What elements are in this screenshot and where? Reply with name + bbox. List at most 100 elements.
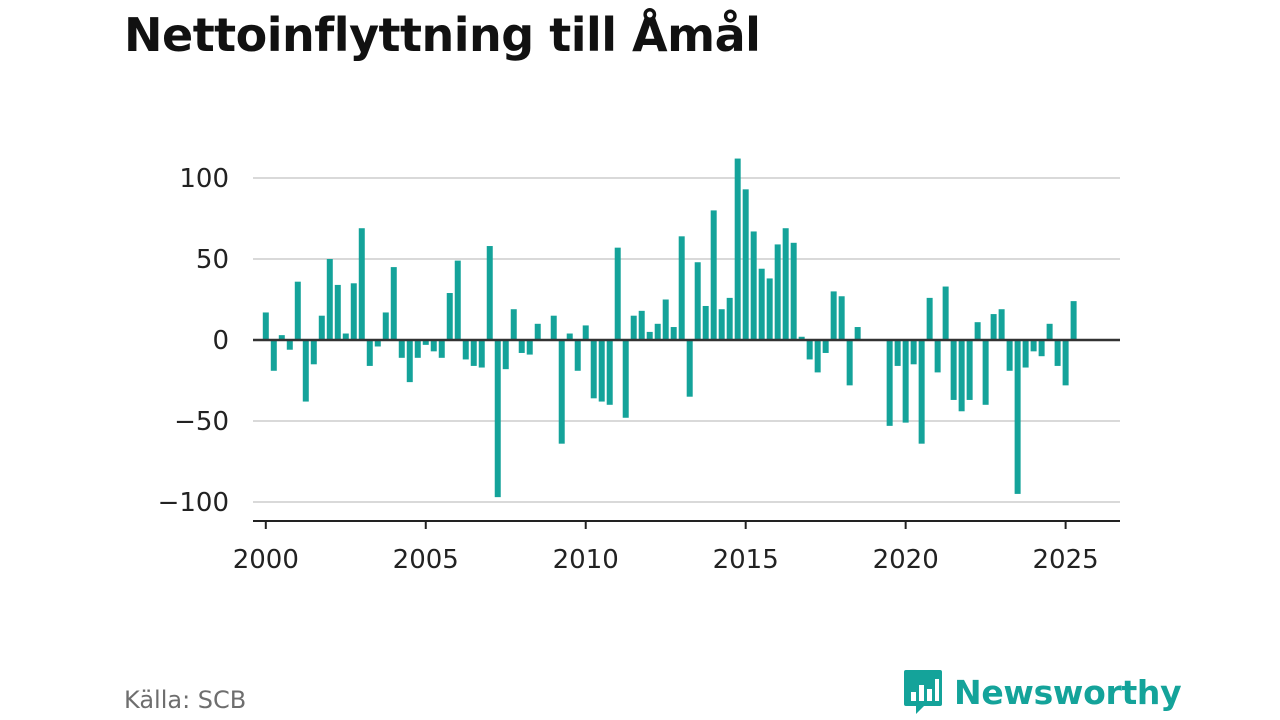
bar — [838, 296, 845, 340]
bar — [830, 291, 837, 340]
bar — [918, 340, 925, 444]
bar — [614, 247, 621, 340]
bar — [942, 286, 949, 340]
x-tick-label: 2015 — [713, 545, 779, 575]
bar — [590, 340, 597, 399]
y-tick-label: 100 — [179, 164, 229, 194]
bar — [294, 281, 301, 340]
bar — [958, 340, 965, 412]
bar — [654, 323, 661, 340]
brand-name: Newsworthy — [954, 672, 1182, 712]
bar — [470, 340, 477, 366]
bar — [478, 340, 485, 368]
bars — [262, 158, 1077, 498]
brand-logo[interactable]: Newsworthy — [902, 668, 1182, 716]
x-tick-label: 2010 — [553, 545, 619, 575]
y-axis-labels: 100 50 0 −50 −100 — [158, 164, 229, 518]
bar — [350, 283, 357, 340]
x-tick-label: 2005 — [393, 545, 459, 575]
x-tick-label: 2000 — [233, 545, 299, 575]
bar — [270, 340, 277, 371]
bar — [566, 333, 573, 340]
bar — [670, 327, 677, 340]
bar — [982, 340, 989, 405]
bar — [798, 336, 805, 340]
bar — [750, 231, 757, 340]
bar — [494, 340, 501, 498]
bar — [790, 242, 797, 340]
y-tick-label: 0 — [212, 326, 229, 356]
bar — [430, 340, 437, 352]
bar — [302, 340, 309, 402]
bar — [990, 314, 997, 340]
bar — [438, 340, 445, 358]
bar — [486, 246, 493, 340]
bar — [1054, 340, 1061, 366]
y-tick-label: −50 — [174, 407, 229, 437]
x-axis: 2000 2005 2010 2015 2020 2025 — [233, 520, 1120, 575]
bar — [894, 340, 901, 366]
bar — [1062, 340, 1069, 386]
x-tick-label: 2025 — [1033, 545, 1099, 575]
bar — [534, 323, 541, 340]
bar — [1038, 340, 1045, 357]
bar — [686, 340, 693, 397]
bar — [622, 340, 629, 418]
bar — [758, 268, 765, 340]
bar — [262, 312, 269, 340]
bar — [358, 228, 365, 340]
bar — [806, 340, 813, 360]
bar — [526, 340, 533, 355]
bar — [886, 340, 893, 426]
bar — [446, 293, 453, 340]
bar — [406, 340, 413, 383]
bar — [926, 297, 933, 340]
bar — [1006, 340, 1013, 371]
bar — [902, 340, 909, 423]
bar — [782, 228, 789, 340]
bar — [286, 340, 293, 350]
bar — [766, 278, 773, 340]
bar — [502, 340, 509, 370]
bar — [702, 305, 709, 340]
bar — [518, 340, 525, 353]
bar — [1022, 340, 1029, 368]
bar — [582, 325, 589, 340]
bar — [734, 158, 741, 340]
bar — [1046, 323, 1053, 340]
bar — [374, 340, 381, 347]
bar — [662, 299, 669, 340]
bar — [510, 309, 517, 340]
bar — [630, 315, 637, 340]
bar — [462, 340, 469, 360]
bar-chart-speech-bubble-icon — [904, 670, 942, 714]
bar — [726, 297, 733, 340]
bar — [550, 315, 557, 340]
bar — [822, 340, 829, 353]
bar — [606, 340, 613, 405]
bar — [1070, 301, 1077, 340]
bar — [814, 340, 821, 373]
bar — [934, 340, 941, 373]
bar — [710, 210, 717, 340]
bar — [742, 189, 749, 340]
bar — [1030, 340, 1037, 352]
bar — [774, 244, 781, 340]
bar — [318, 315, 325, 340]
bar — [694, 262, 701, 340]
bar — [718, 309, 725, 340]
bar — [998, 309, 1005, 340]
bar — [974, 322, 981, 340]
bar — [326, 259, 333, 340]
bar — [414, 340, 421, 358]
bar — [846, 340, 853, 386]
bar — [1014, 340, 1021, 494]
bar — [966, 340, 973, 400]
bar — [910, 340, 917, 365]
gridlines — [253, 177, 1120, 503]
x-tick-label: 2020 — [873, 545, 939, 575]
bar — [342, 333, 349, 340]
y-tick-label: −100 — [158, 488, 229, 518]
bar — [950, 340, 957, 400]
